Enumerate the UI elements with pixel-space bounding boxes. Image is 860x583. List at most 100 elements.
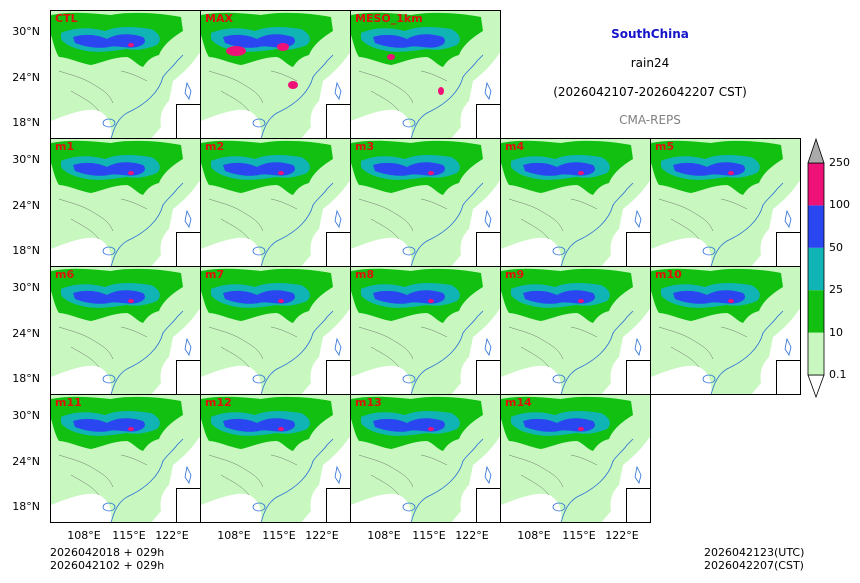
lat-tick-label: 18°N <box>12 500 40 513</box>
panel-m7: m7 <box>200 266 351 395</box>
panel-m8: m8 <box>350 266 501 395</box>
hainan-island <box>552 374 566 384</box>
south-china-sea-inset <box>626 488 650 522</box>
lat-tick-label: 30°N <box>12 281 40 294</box>
taiwan-island <box>634 209 642 228</box>
province-borders <box>58 70 148 112</box>
colorbar-block <box>808 163 824 206</box>
south-china-sea-inset <box>626 360 650 394</box>
south-china-sea-inset <box>176 104 200 138</box>
lat-tick-label: 18°N <box>12 116 40 129</box>
rain-band-blue <box>73 34 145 48</box>
rain-map <box>651 267 800 394</box>
colorbar-block <box>808 247 824 291</box>
hainan-island <box>252 374 266 384</box>
province-borders <box>58 198 148 240</box>
coastline <box>710 310 784 394</box>
colorbar-tick-label: 50 <box>829 240 843 254</box>
rain-max-core <box>728 171 734 175</box>
lat-tick-label: 24°N <box>12 455 40 468</box>
colorbar-tick-label: 25 <box>829 283 843 297</box>
taiwan-island <box>484 81 492 100</box>
taiwan-island <box>334 337 342 356</box>
south-china-sea-inset <box>326 488 350 522</box>
province-borders <box>58 454 148 496</box>
rain-band-blue <box>73 162 145 176</box>
hainan-island <box>252 246 266 256</box>
hainan-island <box>402 374 416 384</box>
south-china-sea-inset <box>476 488 500 522</box>
province-borders <box>658 198 748 240</box>
coastline <box>410 182 484 266</box>
hainan-island <box>102 502 116 512</box>
province-borders <box>508 454 598 496</box>
taiwan-island <box>634 465 642 484</box>
rain-band-blue <box>373 418 445 432</box>
panel-m4: m4 <box>500 138 651 267</box>
rain-band-blue <box>373 290 445 304</box>
province-borders <box>358 454 448 496</box>
panel-label: m1 <box>55 140 75 153</box>
panel-MESO_1km: MESO_1km <box>350 10 501 139</box>
panel-label: MESO_1km <box>355 12 423 25</box>
taiwan-island <box>484 337 492 356</box>
lon-tick-label: 122°E <box>305 529 339 542</box>
coastline <box>260 54 334 138</box>
hainan-island <box>402 502 416 512</box>
province-borders <box>358 326 448 368</box>
panel-label: m2 <box>205 140 225 153</box>
panel-label: m10 <box>655 268 682 281</box>
coastline <box>260 310 334 394</box>
province-borders <box>58 326 148 368</box>
rain-max-core <box>578 171 584 175</box>
province-borders <box>208 454 298 496</box>
panel-label: m7 <box>205 268 225 281</box>
rain-max-core <box>128 171 134 175</box>
rain-max-core <box>578 427 584 431</box>
taiwan-island <box>634 337 642 356</box>
panel-CTL: CTL <box>50 10 201 139</box>
taiwan-island <box>334 209 342 228</box>
rain-band-blue <box>73 418 145 432</box>
coastline <box>410 438 484 522</box>
south-china-sea-inset <box>776 232 800 266</box>
rain-band-blue <box>523 290 595 304</box>
rain-map <box>651 139 800 266</box>
lon-tick-label: 122°E <box>455 529 489 542</box>
rain-max-core <box>728 299 734 303</box>
rain-map <box>501 267 650 394</box>
south-china-sea-inset <box>176 232 200 266</box>
south-china-sea-inset <box>176 488 200 522</box>
panel-m5: m5 <box>650 138 801 267</box>
panel-label: m5 <box>655 140 675 153</box>
lat-tick-label: 30°N <box>12 409 40 422</box>
hainan-island <box>252 502 266 512</box>
south-china-sea-inset <box>326 360 350 394</box>
region-title: SouthChina <box>611 27 689 41</box>
south-china-sea-inset <box>326 104 350 138</box>
panel-m11: m11 <box>50 394 201 523</box>
province-borders <box>358 70 448 112</box>
colorbar-tick-label: 250 <box>829 156 850 169</box>
colorbar-tick-label: 100 <box>829 198 850 212</box>
rain-max-core <box>278 171 284 175</box>
rain-band-blue <box>373 162 445 176</box>
colorbar-block <box>808 332 824 375</box>
period-title: (2026042107-2026042207 CST) <box>553 85 747 99</box>
taiwan-island <box>184 81 192 100</box>
taiwan-island <box>784 209 792 228</box>
taiwan-island <box>184 465 192 484</box>
rain-band-blue <box>223 290 295 304</box>
panel-m14: m14 <box>500 394 651 523</box>
hainan-island <box>252 118 266 128</box>
coastline <box>560 182 634 266</box>
rain-max-core <box>578 299 584 303</box>
rain-max-core <box>387 54 395 60</box>
coastline <box>560 438 634 522</box>
rain-band-blue <box>223 34 295 48</box>
coastline <box>110 182 184 266</box>
rain-map <box>501 395 650 522</box>
panel-label: CTL <box>55 12 78 25</box>
hainan-island <box>552 502 566 512</box>
rain-band-blue <box>73 290 145 304</box>
